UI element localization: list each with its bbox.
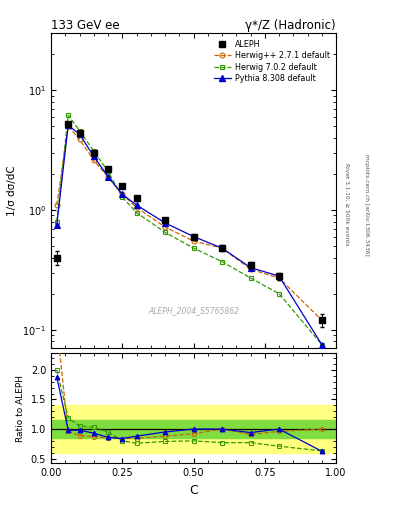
Text: mcplots.cern.ch [arXiv:1306.3436]: mcplots.cern.ch [arXiv:1306.3436]	[364, 154, 369, 255]
Text: γ*/Z (Hadronic): γ*/Z (Hadronic)	[245, 19, 336, 32]
X-axis label: C: C	[189, 484, 198, 497]
Y-axis label: 1/σ dσ/dC: 1/σ dσ/dC	[7, 165, 17, 216]
Legend: ALEPH, Herwig++ 2.7.1 default, Herwig 7.0.2 default, Pythia 8.308 default: ALEPH, Herwig++ 2.7.1 default, Herwig 7.…	[211, 37, 332, 86]
Y-axis label: Ratio to ALEPH: Ratio to ALEPH	[16, 375, 25, 442]
Text: 133 GeV ee: 133 GeV ee	[51, 19, 120, 32]
Text: Rivet 3.1.10, ≥ 500k events: Rivet 3.1.10, ≥ 500k events	[344, 163, 349, 246]
Text: ALEPH_2004_S5765862: ALEPH_2004_S5765862	[148, 306, 239, 315]
